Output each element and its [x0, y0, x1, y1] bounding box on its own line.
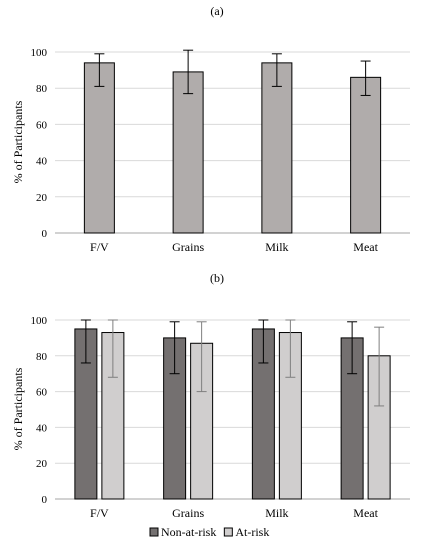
chart-b-category-labels: F/V Grains Milk Meat: [90, 506, 379, 520]
chart-b-ytick-label: 0: [42, 494, 48, 506]
chart-a-bars: [83, 49, 382, 234]
chart-a-ytick-labels: 0 20 40 60 80 100: [31, 47, 48, 240]
legend-swatch: [149, 527, 159, 537]
chart-b-bars: [74, 319, 391, 500]
chart-b-ytick-label: 20: [36, 458, 48, 470]
chart-b-ytick-label: 100: [31, 315, 48, 327]
chart-a-category-labels: F/V Grains Milk Meat: [90, 240, 379, 254]
chart-panel-b: (b) % of Participants 0 20 40 60 80 100 F/V Gr…: [11, 271, 410, 539]
chart-b-legend: Non-at-risk At-risk: [149, 525, 269, 539]
chart-a-ytick-label: 100: [31, 47, 48, 59]
chart-b-ytick-labels: 0 20 40 60 80 100: [31, 315, 48, 506]
chart-b-category-label: Milk: [265, 506, 288, 520]
chart-b-ytick-label: 40: [36, 422, 48, 434]
chart-panel-a: (a) % of Participants 0 20 40 60 80 100 F/V Gr…: [11, 4, 410, 254]
chart-a-bar: [350, 76, 382, 234]
chart-b-category-label: Grains: [172, 506, 204, 520]
legend-label: At-risk: [235, 525, 269, 539]
chart-a-category-label: Milk: [265, 240, 288, 254]
chart-b-category-label: Meat: [353, 506, 378, 520]
chart-a-category-label: Grains: [172, 240, 204, 254]
chart-a-bar: [261, 62, 293, 234]
chart-a-ytick-label: 40: [36, 156, 48, 168]
chart-a-ytick-label: 80: [36, 83, 48, 95]
chart-a-ytick-label: 20: [36, 192, 48, 204]
chart-a-ylabel: % of Participants: [11, 100, 25, 183]
legend-swatch: [223, 527, 233, 537]
chart-a-bar: [172, 71, 204, 234]
chart-a-title: (a): [210, 4, 223, 18]
chart-a-ytick-label: 0: [42, 228, 48, 240]
chart-b-ylabel: % of Participants: [11, 367, 25, 450]
chart-b-title: (b): [210, 271, 224, 285]
chart-a-category-label: F/V: [90, 240, 109, 254]
chart-a-bar: [83, 62, 115, 234]
chart-a-category-label: Meat: [353, 240, 378, 254]
chart-b-category-label: F/V: [90, 506, 109, 520]
chart-a-ytick-label: 60: [36, 119, 48, 131]
chart-b-ytick-label: 60: [36, 387, 48, 399]
chart-b-ytick-label: 80: [36, 351, 48, 363]
legend-label: Non-at-risk: [161, 525, 216, 539]
